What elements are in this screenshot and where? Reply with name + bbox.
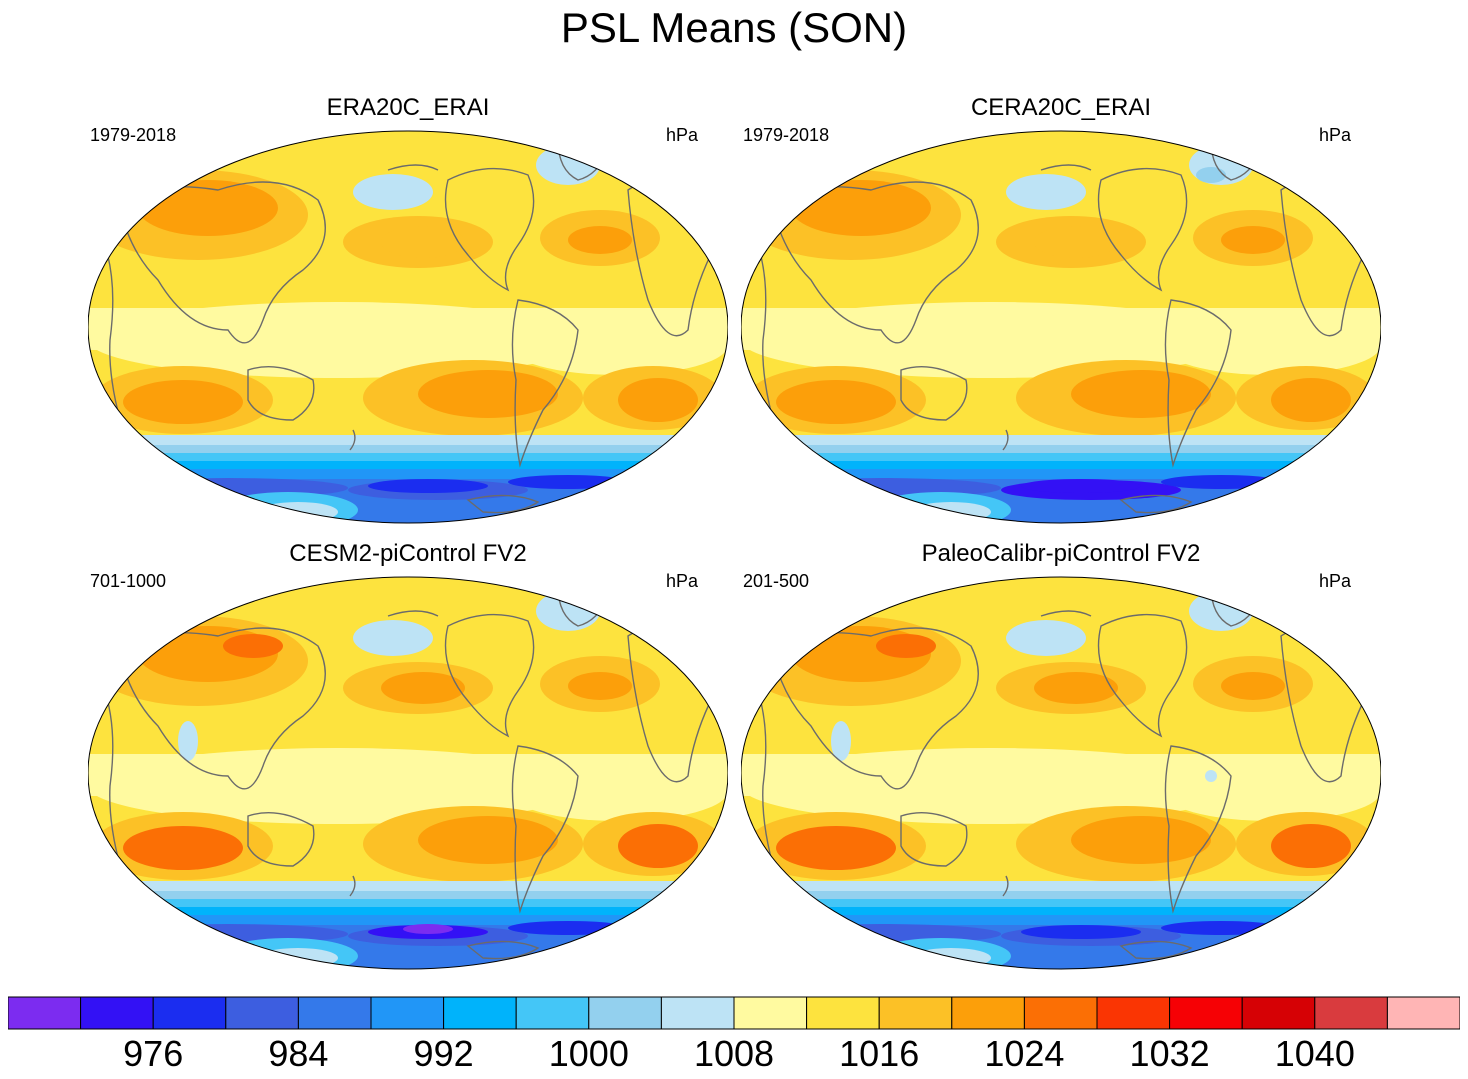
map-panel-era20c: ERA20C_ERAI 1979-2018 hPa: [88, 94, 748, 524]
psl-map: [741, 130, 1381, 524]
map-panel-cesm2: CESM2-piControl FV2 701-1000 hPa: [88, 540, 748, 970]
panel-title: CERA20C_ERAI: [970, 94, 1152, 121]
psl-map: [88, 576, 728, 970]
period-label: 1979-2018: [743, 125, 830, 145]
colorbar: [8, 996, 1460, 1030]
panel-title: CESM2-piControl FV2: [289, 540, 527, 567]
colorbar-box: [733, 996, 808, 1030]
colorbar-box: [8, 996, 82, 1030]
psl-map: [741, 576, 1381, 970]
figure-title: PSL Means (SON): [560, 4, 908, 51]
units-label: hPa: [666, 571, 699, 591]
units-label: hPa: [1319, 571, 1352, 591]
colorbar-box: [370, 996, 445, 1030]
colorbar-box: [297, 996, 372, 1030]
colorbar-tick-label: 1000: [548, 1033, 629, 1074]
map-panel-paleocalibr: PaleoCalibr-piControl FV2 201-500 hPa: [741, 540, 1401, 970]
panel-title: ERA20C_ERAI: [326, 94, 490, 121]
period-label: 201-500: [743, 571, 810, 591]
psl-map: [88, 130, 728, 524]
colorbar-labels: 976 984 992 1000 1008 1016 1024 1032 1040: [0, 1032, 1468, 1078]
map-panel-cera20c: CERA20C_ERAI 1979-2018 hPa: [741, 94, 1401, 524]
colorbar-tick-label: 984: [268, 1033, 329, 1074]
colorbar-box: [1169, 996, 1243, 1030]
colorbar-box: [660, 996, 735, 1030]
colorbar-box: [1386, 996, 1460, 1030]
units-label: hPa: [1319, 125, 1352, 145]
period-label: 701-1000: [90, 571, 167, 591]
colorbar-box: [951, 996, 1025, 1030]
colorbar-box: [443, 996, 517, 1030]
colorbar-box: [1096, 996, 1171, 1030]
colorbar-tick-label: 1040: [1274, 1033, 1355, 1074]
period-label: 1979-2018: [90, 125, 177, 145]
units-label: hPa: [666, 125, 699, 145]
colorbar-box: [225, 996, 299, 1030]
colorbar-tick-label: 1008: [693, 1033, 775, 1074]
colorbar-box: [515, 996, 590, 1030]
panel-title: PaleoCalibr-piControl FV2: [921, 540, 1201, 567]
colorbar-tick-label: 992: [413, 1033, 474, 1074]
colorbar-tick-label: 1024: [984, 1033, 1065, 1074]
colorbar-box: [1314, 996, 1388, 1030]
colorbar-box: [806, 996, 880, 1030]
colorbar-box: [152, 996, 227, 1030]
colorbar-box: [878, 996, 953, 1030]
colorbar-tick-label: 976: [123, 1033, 184, 1074]
colorbar-tick-label: 1032: [1129, 1033, 1210, 1074]
colorbar-box: [1241, 996, 1316, 1030]
colorbar-box: [1023, 996, 1098, 1030]
colorbar-tick-label: 1016: [839, 1033, 920, 1074]
colorbar-box: [588, 996, 662, 1030]
colorbar-box: [80, 996, 154, 1030]
